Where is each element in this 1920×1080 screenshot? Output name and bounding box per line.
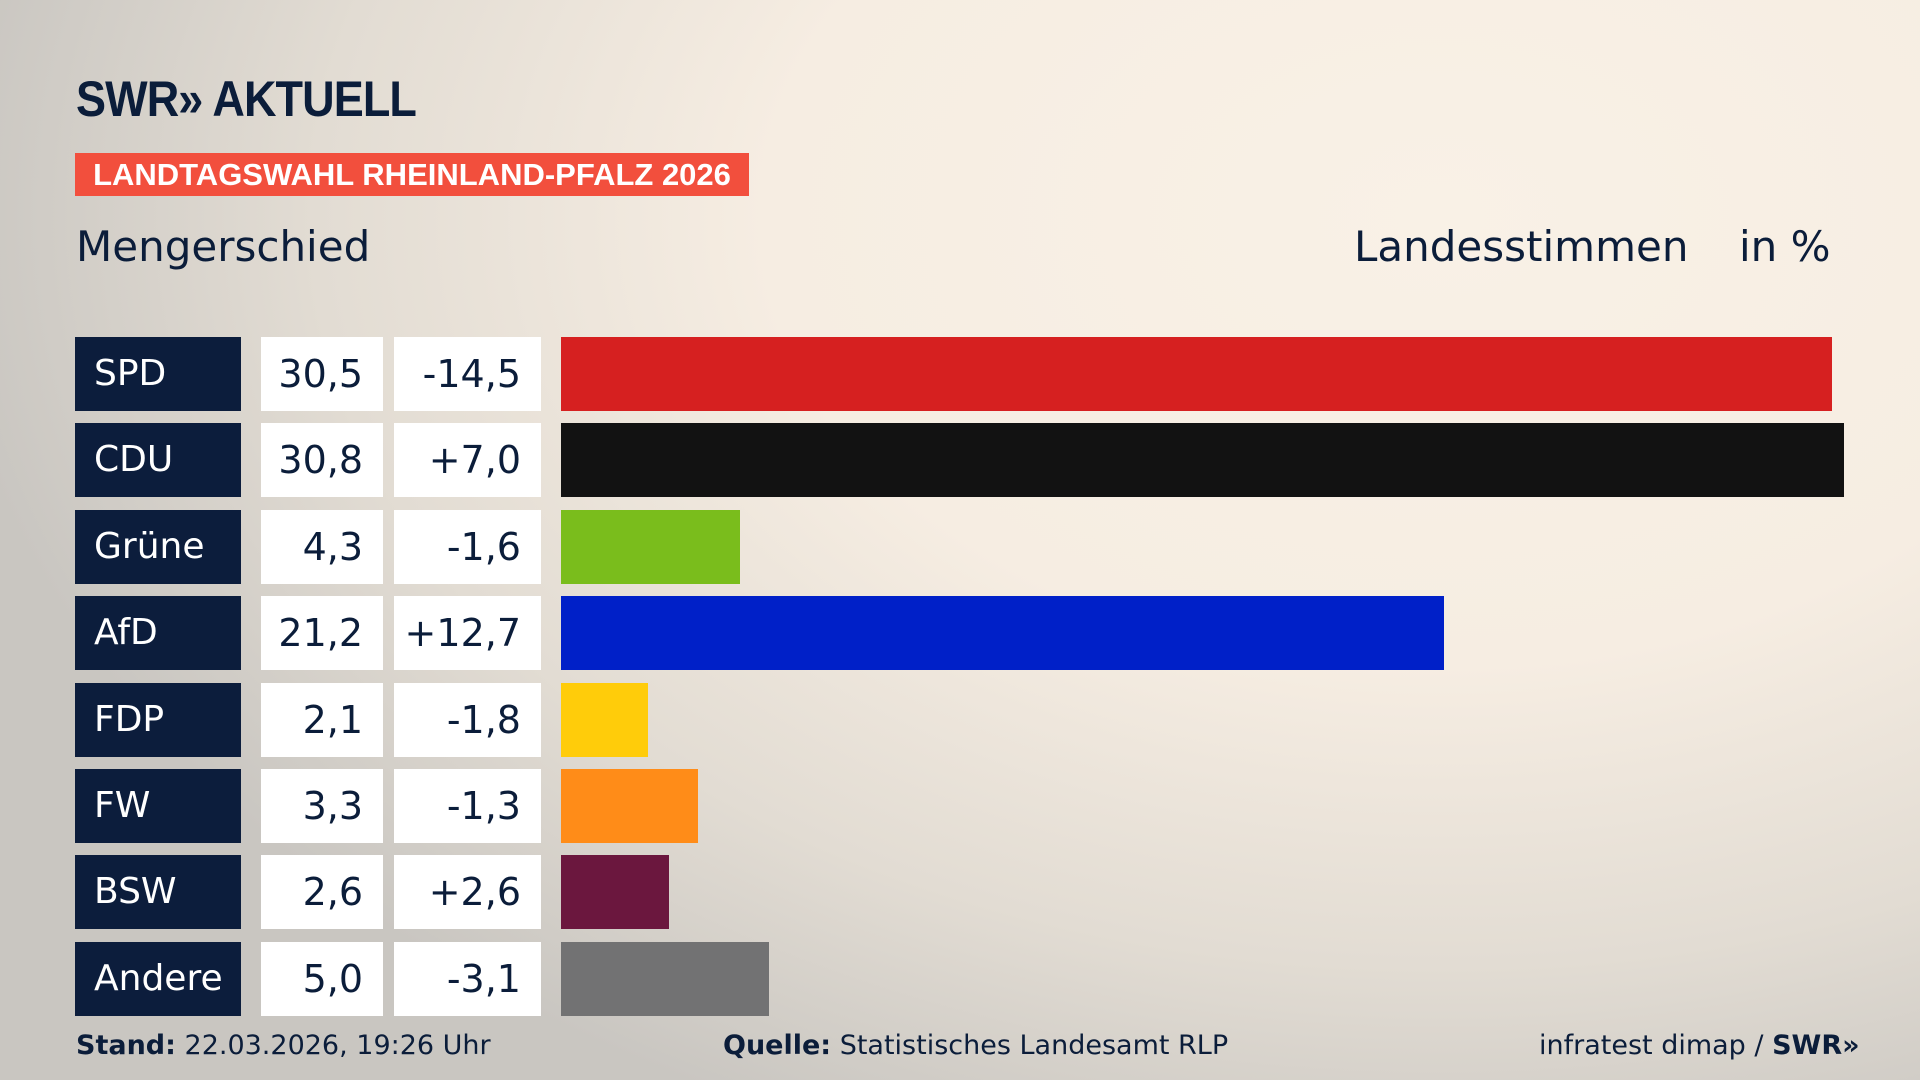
result-row: FW 3,3 -1,3 bbox=[0, 769, 1920, 843]
source-label: Quelle: bbox=[723, 1030, 832, 1061]
result-row: SPD 30,5 -14,5 bbox=[0, 337, 1920, 411]
column-header-landesstimmen: Landesstimmen bbox=[1354, 222, 1689, 271]
change-label: -14,5 bbox=[394, 337, 541, 411]
bar-bsw bbox=[561, 855, 670, 930]
stand-label: Stand: bbox=[76, 1030, 176, 1061]
column-header-unit: in % bbox=[1739, 222, 1831, 271]
result-row: BSW 2,6 +2,6 bbox=[0, 855, 1920, 930]
vote-share-label: 5,0 bbox=[261, 941, 383, 1016]
result-row: CDU 30,8 +7,0 bbox=[0, 423, 1920, 498]
party-label: FDP bbox=[75, 682, 241, 757]
result-row: Grüne 4,3 -1,6 bbox=[0, 509, 1920, 584]
credit: infratest dimap / SWR» bbox=[1539, 1030, 1860, 1061]
party-label: SPD bbox=[75, 337, 241, 411]
vote-share-label: 2,1 bbox=[261, 682, 383, 757]
change-label: +2,6 bbox=[394, 855, 541, 930]
credit-text: infratest dimap / bbox=[1539, 1030, 1764, 1061]
change-label: -3,1 bbox=[394, 941, 541, 1016]
result-row: Andere 5,0 -3,1 bbox=[0, 941, 1920, 1016]
change-label: -1,6 bbox=[394, 509, 541, 584]
bar-fw bbox=[561, 769, 699, 843]
result-row: FDP 2,1 -1,8 bbox=[0, 682, 1920, 757]
swr-aktuell-logo: SWR» AKTUELL bbox=[76, 71, 417, 127]
bar-grüne bbox=[561, 509, 741, 584]
bar-cdu bbox=[561, 423, 1844, 498]
change-label: +7,0 bbox=[394, 423, 541, 498]
party-label: AfD bbox=[75, 596, 241, 671]
bar-afd bbox=[561, 596, 1445, 671]
party-label: Grüne bbox=[75, 509, 241, 584]
change-label: +12,7 bbox=[394, 596, 541, 671]
swr-small-logo: SWR» bbox=[1772, 1030, 1860, 1061]
source: Quelle: Statistisches Landesamt RLP bbox=[723, 1030, 1228, 1061]
change-label: -1,8 bbox=[394, 682, 541, 757]
vote-share-label: 21,2 bbox=[261, 596, 383, 671]
election-banner: LANDTAGSWAHL RHEINLAND-PFALZ 2026 bbox=[75, 153, 749, 196]
vote-share-label: 2,6 bbox=[261, 855, 383, 930]
result-row: AfD 21,2 +12,7 bbox=[0, 596, 1920, 671]
party-label: BSW bbox=[75, 855, 241, 930]
vote-share-label: 4,3 bbox=[261, 509, 383, 584]
party-label: Andere bbox=[75, 941, 241, 1016]
change-label: -1,3 bbox=[394, 769, 541, 843]
bar-andere bbox=[561, 941, 770, 1016]
stand-value: 22.03.2026, 19:26 Uhr bbox=[184, 1030, 491, 1061]
source-value: Statistisches Landesamt RLP bbox=[839, 1030, 1229, 1061]
vote-share-label: 3,3 bbox=[261, 769, 383, 843]
place-title: Mengerschied bbox=[76, 222, 371, 271]
party-label: FW bbox=[75, 769, 241, 843]
vote-share-label: 30,8 bbox=[261, 423, 383, 498]
bar-spd bbox=[561, 337, 1832, 411]
timestamp: Stand: 22.03.2026, 19:26 Uhr bbox=[76, 1030, 491, 1061]
vote-share-label: 30,5 bbox=[261, 337, 383, 411]
bar-fdp bbox=[561, 682, 649, 757]
party-label: CDU bbox=[75, 423, 241, 498]
